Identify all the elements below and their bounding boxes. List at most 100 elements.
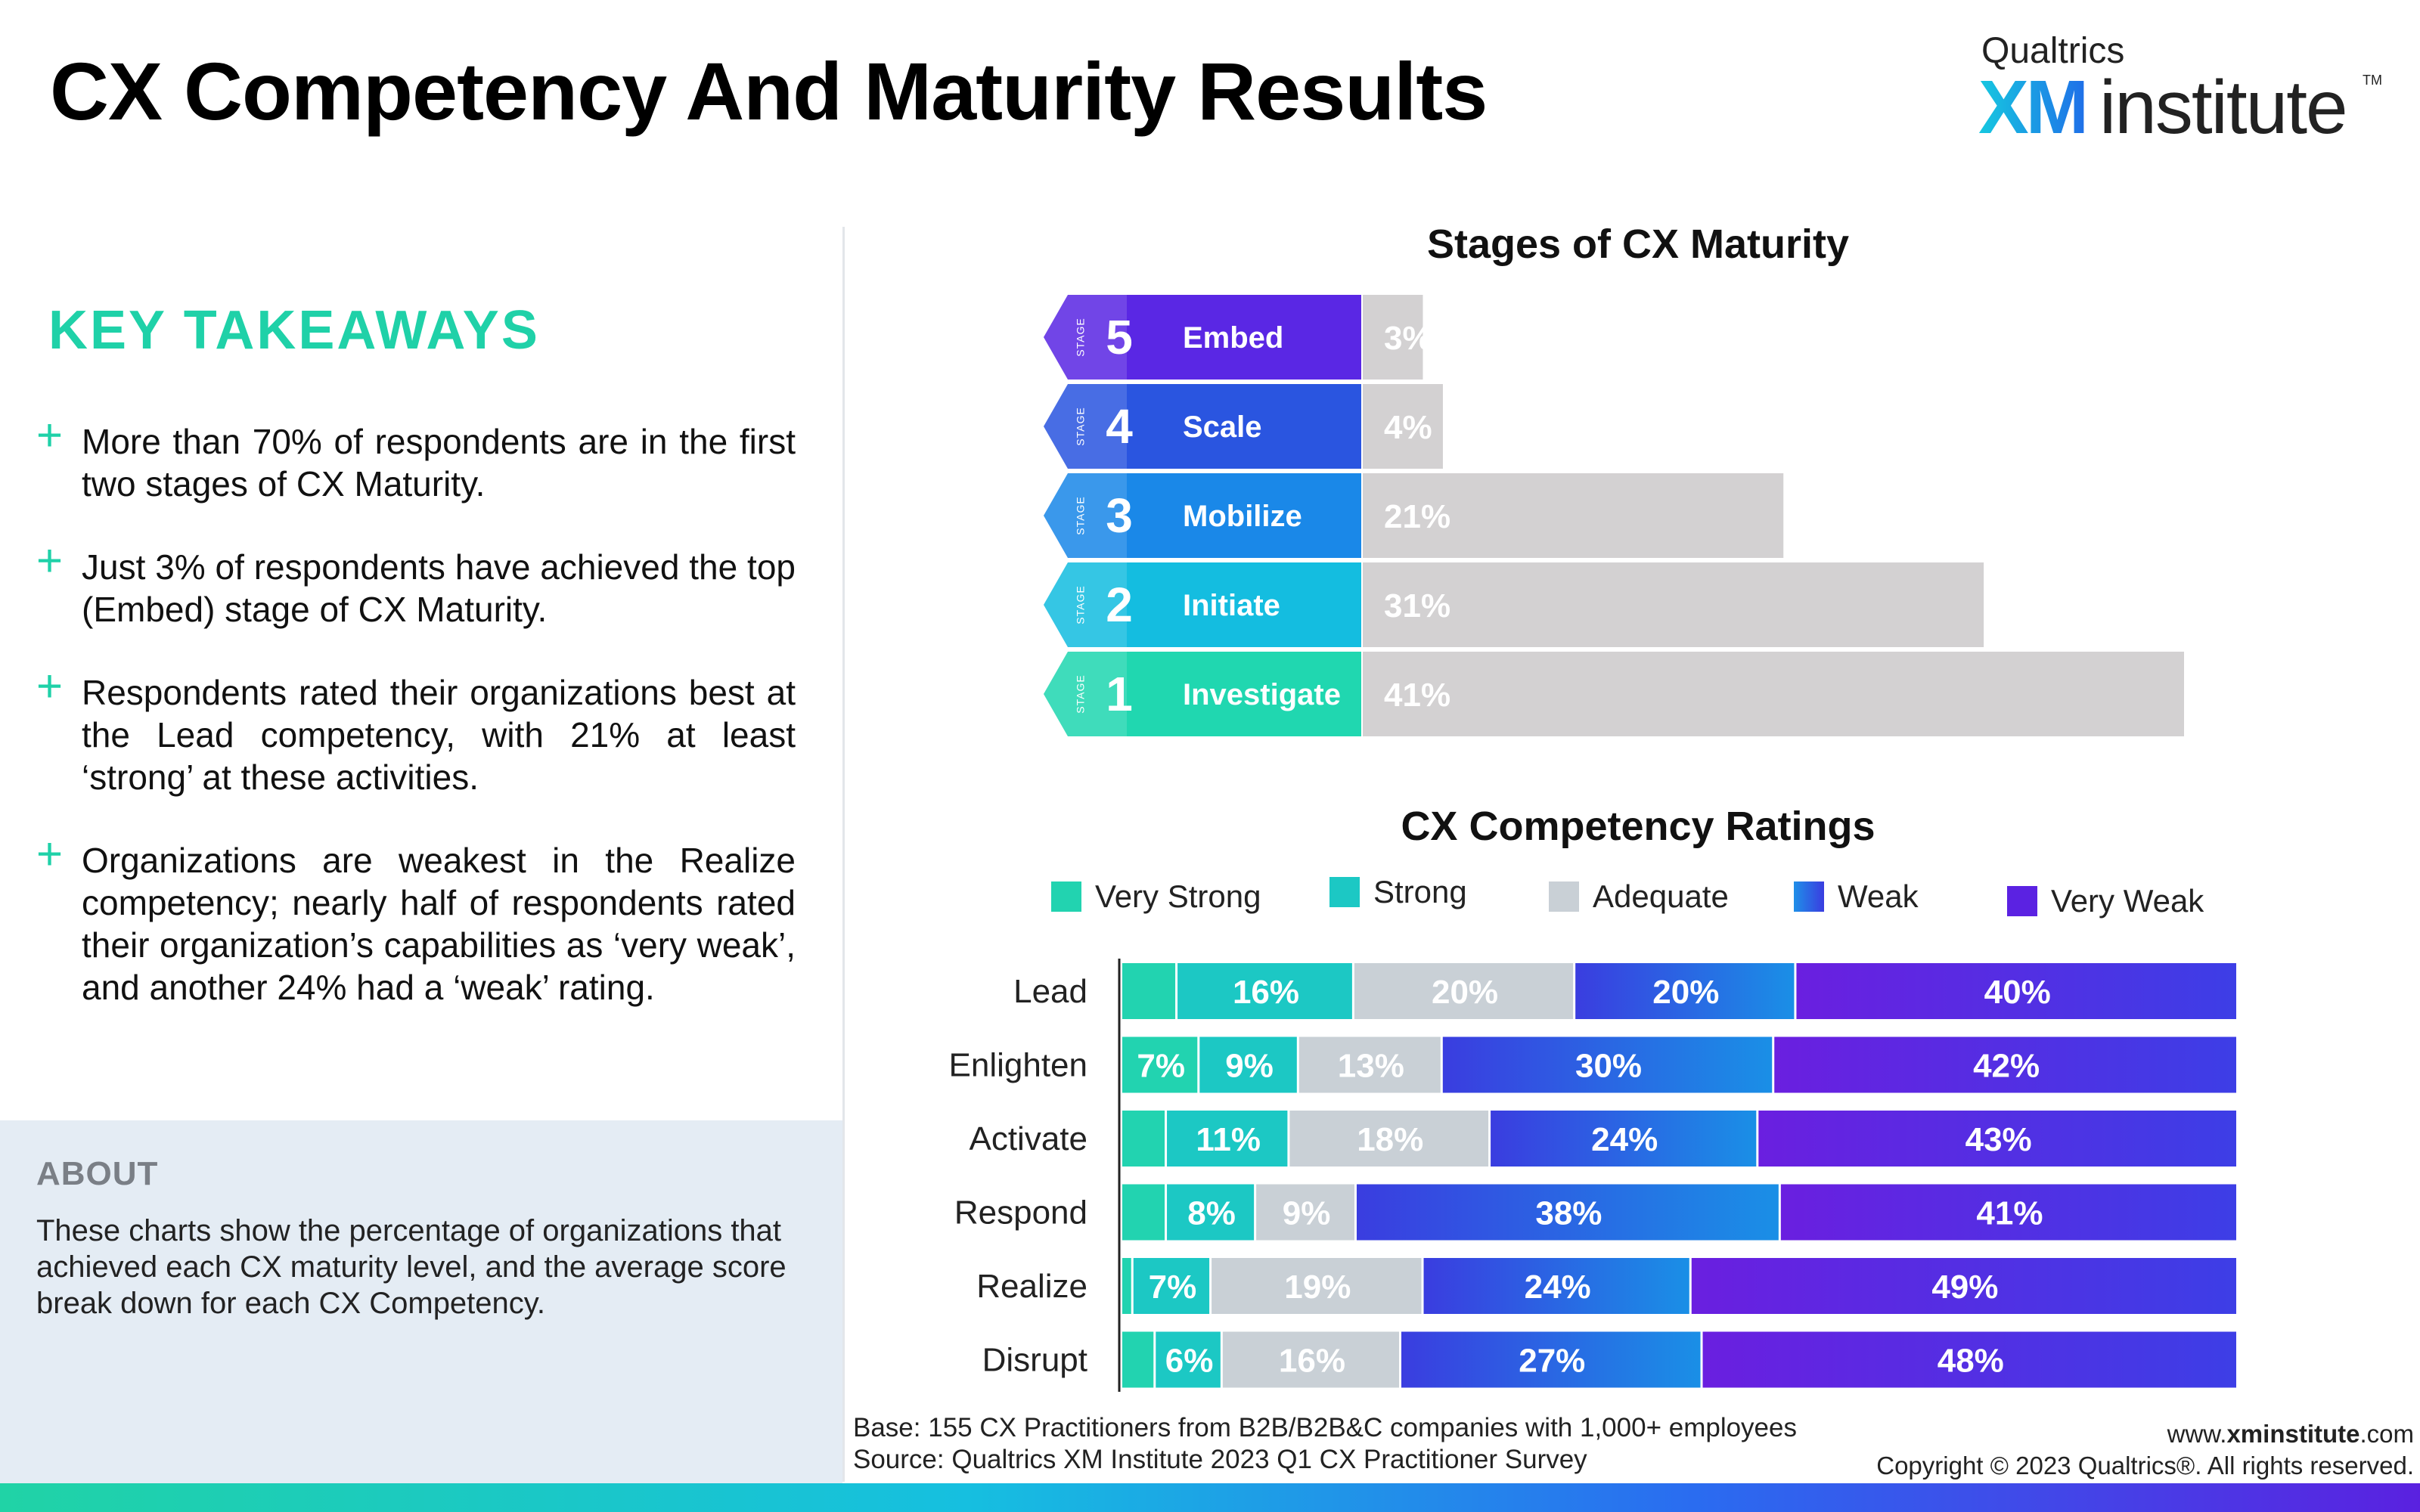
segment-value-label: 41% — [1976, 1195, 2043, 1232]
competency-row: Lead 16% 20% 20% 40% — [1013, 963, 2236, 1019]
stage-caption: STAGE — [1075, 585, 1087, 624]
takeaway-item: + More than 70% of respondents are in th… — [36, 413, 796, 505]
competency-label: Disrupt — [982, 1342, 1087, 1379]
stage-banner — [1044, 473, 1361, 558]
stage-caption: STAGE — [1075, 496, 1087, 534]
segment-value-label: 19% — [1284, 1269, 1351, 1306]
competency-segment — [1491, 1111, 1757, 1167]
about-panel: ABOUT These charts show the percentage o… — [0, 1120, 842, 1483]
segment-value-label: 43% — [1965, 1121, 2032, 1158]
legend-swatch — [2007, 886, 2037, 916]
competency-segment — [1356, 1184, 1779, 1241]
competency-segment — [1122, 1184, 1165, 1241]
bottom-gradient-band — [0, 1483, 2420, 1512]
competency-segment — [1774, 1036, 2236, 1093]
key-takeaways-list: + More than 70% of respondents are in th… — [36, 413, 796, 1049]
legend-swatch — [1794, 881, 1824, 912]
copyright-text: Copyright © 2023 Qualtrics®. All rights … — [1876, 1452, 2414, 1479]
stage-banner — [1044, 384, 1361, 469]
competency-chart-title: CX Competency Ratings — [1401, 804, 1876, 849]
about-text: These charts show the percentage of orga… — [36, 1214, 786, 1320]
segment-value-label: 42% — [1973, 1048, 2040, 1085]
competency-segment — [1298, 1036, 1441, 1093]
competency-label: Enlighten — [949, 1047, 1087, 1084]
segment-value-label: 18% — [1357, 1121, 1423, 1158]
competency-segment — [1289, 1111, 1489, 1167]
stage-name: Scale — [1183, 411, 1262, 444]
plus-icon: + — [36, 661, 64, 711]
plus-icon: + — [36, 410, 64, 460]
legend-item-very-weak: Very Weak — [2007, 883, 2204, 919]
segment-value-label: 13% — [1338, 1048, 1404, 1085]
legend-swatch — [1051, 881, 1081, 912]
legend-label: Adequate — [1593, 878, 1729, 914]
competency-segment — [1758, 1111, 2236, 1167]
legend-item-strong: Strong — [1329, 874, 1467, 910]
takeaway-item: + Just 3% of respondents have achieved t… — [36, 538, 796, 631]
footer-notes: Base: 155 CX Practitioners from B2B/B2B&… — [853, 1412, 1797, 1476]
competency-segment — [1423, 1258, 1689, 1314]
maturity-bar — [1363, 652, 2184, 736]
legend-item-very-strong: Very Strong — [1051, 878, 1261, 915]
competency-segment — [1122, 963, 1176, 1019]
takeaway-item: + Organizations are weakest in the Reali… — [36, 832, 796, 1009]
segment-value-label: 16% — [1233, 974, 1299, 1011]
competency-segment — [1133, 1258, 1210, 1314]
maturity-value-label: 3% — [1384, 320, 1432, 357]
segment-value-label: 24% — [1525, 1269, 1591, 1306]
qualtrics-xm-institute-logo: Qualtrics XM institute TM — [1978, 30, 2382, 151]
source-note: Source: Qualtrics XM Institute 2023 Q1 C… — [853, 1445, 1587, 1474]
competency-segment — [1212, 1258, 1422, 1314]
segment-value-label: 24% — [1591, 1121, 1658, 1158]
competency-segment — [1222, 1331, 1399, 1388]
segment-value-label: 16% — [1279, 1343, 1345, 1380]
stage-banner — [1044, 652, 1361, 736]
segment-value-label: 30% — [1575, 1048, 1642, 1085]
maturity-row: STAGE 4 Scale 4% — [1044, 384, 1443, 469]
segment-value-label: 49% — [1931, 1269, 1998, 1306]
legend-item-adequate: Adequate — [1549, 878, 1729, 915]
segment-value-label: 27% — [1519, 1343, 1585, 1380]
segment-value-label: 7% — [1149, 1269, 1197, 1306]
logo-brand-text: Qualtrics — [1981, 31, 2125, 71]
segment-value-label: 48% — [1938, 1343, 2004, 1380]
stage-badge — [1044, 295, 1127, 380]
footer-right: www.xminstitute.com Copyright © 2023 Qua… — [1876, 1418, 2414, 1482]
competency-segment — [1122, 1258, 1131, 1314]
stage-banner — [1044, 295, 1361, 380]
plus-icon: + — [36, 829, 64, 879]
stage-number: 2 — [1106, 578, 1133, 632]
maturity-value-label: 21% — [1384, 498, 1450, 535]
stage-badge — [1044, 652, 1127, 736]
competency-segment — [1691, 1258, 2236, 1314]
segment-value-label: 38% — [1535, 1195, 1602, 1232]
stage-name: Mobilize — [1183, 500, 1302, 533]
competency-row: Realize 7% 19% 24% 49% — [976, 1258, 2236, 1314]
logo-trademark: TM — [2363, 73, 2382, 88]
competency-row: Enlighten 7% 9% 13% 30% 42% — [949, 1036, 2236, 1093]
legend-label: Very Weak — [2051, 883, 2204, 919]
competency-segment — [1702, 1331, 2236, 1388]
logo-xm-text: XM — [1978, 65, 2089, 150]
vertical-divider — [842, 227, 845, 1482]
segment-value-label: 9% — [1225, 1048, 1274, 1085]
takeaway-text: Respondents rated their organizations be… — [82, 673, 796, 797]
legend-label: Very Strong — [1095, 878, 1261, 914]
competency-segment — [1122, 1036, 1198, 1093]
competency-segment — [1177, 963, 1352, 1019]
stage-number: 4 — [1106, 399, 1133, 454]
maturity-row: STAGE 3 Mobilize 21% — [1044, 473, 1784, 558]
website-link[interactable]: www.xminstitute.com — [2167, 1420, 2414, 1448]
plus-icon: + — [36, 535, 64, 586]
competency-segment — [1796, 963, 2236, 1019]
maturity-value-label: 31% — [1384, 587, 1450, 624]
segment-value-label: 40% — [1984, 974, 2051, 1011]
stage-number: 1 — [1106, 667, 1133, 721]
competency-row: Disrupt 6% 16% 27% 48% — [982, 1331, 2236, 1388]
segment-value-label: 20% — [1652, 974, 1719, 1011]
maturity-row: STAGE 2 Initiate 31% — [1044, 562, 1984, 647]
takeaway-text: Just 3% of respondents have achieved the… — [82, 547, 796, 629]
segment-value-label: 8% — [1187, 1195, 1236, 1232]
competency-label: Respond — [954, 1194, 1087, 1232]
legend-swatch — [1329, 877, 1360, 907]
